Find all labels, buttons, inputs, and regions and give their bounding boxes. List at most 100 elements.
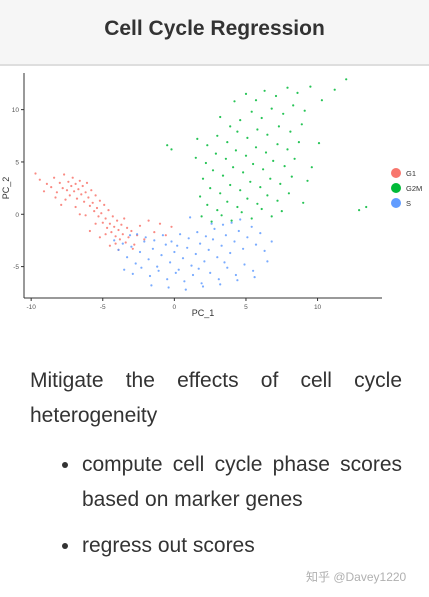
point-s	[243, 263, 246, 266]
point-g2m	[274, 94, 278, 98]
point-s	[140, 266, 143, 269]
point-g1	[88, 229, 91, 233]
point-g2m	[221, 174, 225, 177]
point-g1	[104, 233, 107, 236]
point-g1	[93, 210, 96, 213]
point-g2m	[210, 220, 213, 223]
point-g2m	[201, 177, 205, 180]
point-s	[221, 223, 225, 226]
point-s	[204, 235, 207, 238]
point-s	[259, 232, 262, 235]
point-g1	[153, 231, 156, 234]
axes: PC_2 PC_1	[1, 73, 382, 318]
point-s	[131, 272, 134, 275]
point-g2m	[262, 168, 265, 171]
point-s	[138, 250, 142, 254]
point-g1	[70, 184, 73, 188]
point-g2m	[166, 144, 169, 147]
point-g2m	[280, 210, 283, 213]
point-g1	[78, 179, 81, 182]
point-g2m	[270, 107, 273, 110]
point-g2m	[276, 143, 279, 146]
point-s	[167, 286, 170, 289]
intro-paragraph: Mitigate the effects of cell cycle heter…	[30, 369, 402, 427]
point-g1	[123, 217, 126, 220]
point-s	[229, 251, 232, 255]
point-s	[237, 229, 240, 233]
point-g1	[84, 214, 87, 217]
point-g2m	[246, 197, 249, 200]
point-s	[144, 236, 147, 239]
point-s	[213, 227, 216, 230]
legend-label-s: S	[406, 199, 411, 208]
point-g2m	[260, 116, 263, 120]
point-g1	[131, 247, 134, 250]
point-s	[230, 221, 233, 224]
ticks: -10 -5 0 5 10 -5 0 5 10	[12, 107, 322, 311]
watermark: 知乎 @Davey1220	[306, 570, 407, 584]
point-g2m	[277, 125, 280, 128]
bullet-dot-icon	[62, 462, 68, 468]
point-g2m	[229, 125, 232, 128]
point-g2m	[266, 194, 269, 197]
point-s	[148, 274, 152, 278]
point-g2m	[365, 205, 368, 209]
point-g1	[74, 182, 77, 185]
point-s	[239, 218, 242, 221]
point-s	[189, 216, 192, 219]
point-g1	[54, 196, 57, 199]
point-s	[157, 269, 160, 272]
point-g2m	[239, 189, 242, 192]
point-s	[177, 268, 180, 271]
point-g2m	[254, 99, 258, 102]
point-s	[153, 239, 156, 242]
point-g1	[127, 236, 130, 239]
point-g2m	[269, 177, 272, 180]
point-g1	[121, 233, 124, 236]
point-s	[173, 250, 176, 254]
point-g2m	[306, 179, 309, 182]
point-s	[121, 242, 124, 245]
point-g1	[124, 241, 127, 244]
point-g2m	[279, 182, 282, 185]
point-g2m	[224, 157, 227, 160]
point-s	[183, 280, 186, 283]
legend-swatch-g1	[391, 168, 401, 178]
point-g2m	[276, 199, 279, 202]
point-g2m	[250, 217, 253, 220]
point-s	[160, 254, 163, 257]
point-s	[128, 234, 132, 237]
point-g2m	[256, 128, 259, 131]
y-tick-label: 0	[15, 212, 19, 219]
point-g2m	[209, 187, 212, 190]
point-g1	[98, 236, 101, 239]
point-g2m	[244, 154, 248, 157]
point-s	[270, 240, 273, 243]
point-s	[263, 249, 266, 252]
point-g2m	[287, 192, 290, 195]
point-s	[233, 240, 236, 243]
point-g1	[80, 193, 83, 196]
point-g2m	[283, 165, 286, 168]
point-s	[246, 236, 249, 239]
point-g1	[55, 191, 59, 194]
point-g2m	[234, 149, 237, 152]
point-g1	[133, 243, 136, 246]
point-g1	[97, 215, 100, 218]
point-s	[184, 288, 187, 291]
x-tick-label: 10	[314, 304, 322, 311]
point-s	[186, 246, 189, 249]
point-g2m	[345, 78, 348, 81]
point-g2m	[219, 192, 222, 195]
point-s	[170, 240, 173, 243]
point-g1	[84, 191, 87, 194]
bullet-text: compute cell cycle phase scores based on…	[82, 453, 402, 511]
point-s	[203, 260, 206, 263]
point-s	[147, 258, 150, 261]
point-g2m	[300, 123, 303, 126]
bullet-list: compute cell cycle phase scores based on…	[30, 447, 402, 563]
point-g1	[114, 235, 117, 238]
point-s	[194, 252, 197, 256]
point-g2m	[286, 86, 289, 89]
point-g1	[58, 181, 61, 184]
